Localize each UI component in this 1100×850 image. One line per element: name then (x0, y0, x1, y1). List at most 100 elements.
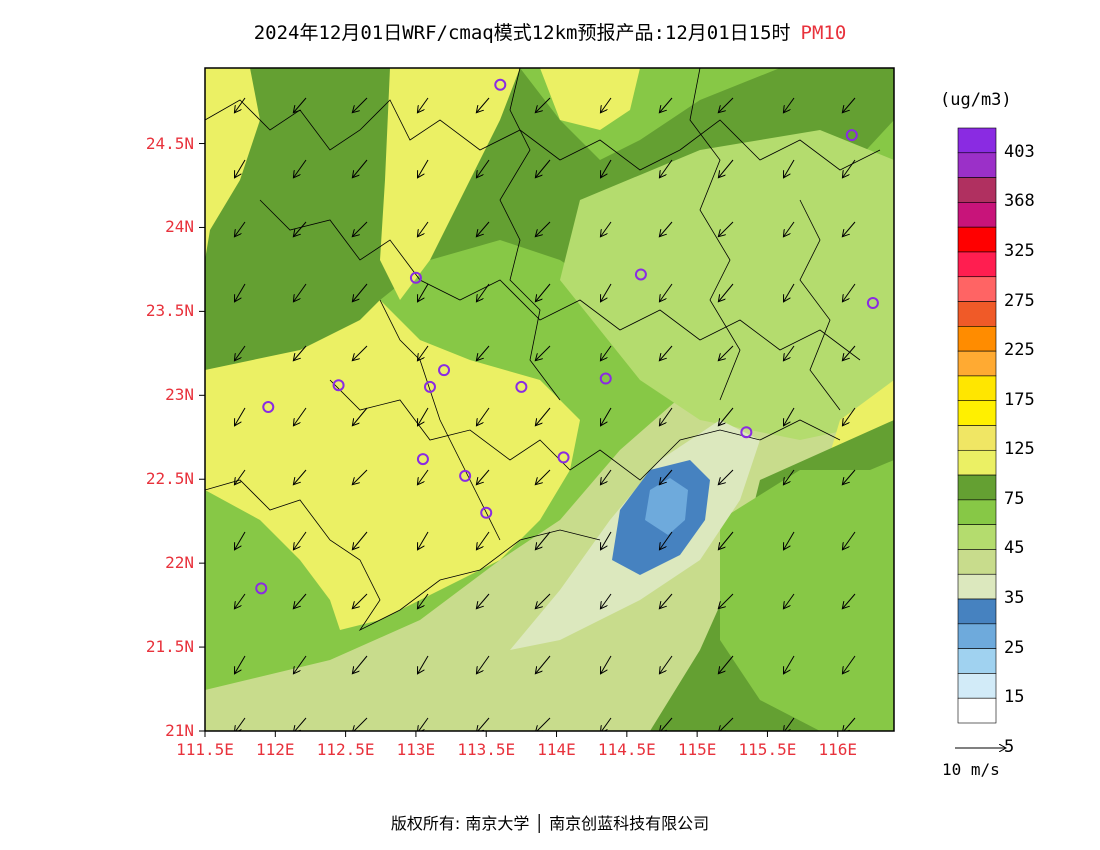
wind-arrow (843, 97, 856, 112)
wind-arrow (843, 221, 856, 236)
wind-arrow (477, 407, 490, 425)
wind-arrow (784, 655, 795, 673)
wind-arrow (477, 221, 490, 236)
lat-label: 23.5N (145, 301, 194, 321)
wind-arrow (235, 221, 246, 236)
legend-label: 175 (1004, 389, 1035, 410)
wind-arrow (477, 593, 490, 608)
wind-arrow (235, 407, 246, 425)
wind-arrow (235, 531, 246, 549)
legend-label: 275 (1004, 290, 1035, 311)
legend-swatch (957, 400, 997, 426)
wind-arrow (418, 283, 429, 301)
lat-label: 24.5N (145, 133, 194, 153)
lon-label: 111.5E (176, 740, 234, 759)
station-marker (438, 364, 451, 377)
station-marker (255, 582, 268, 595)
wind-arrow (843, 283, 856, 301)
station-marker (409, 271, 422, 284)
wind-arrow (784, 97, 795, 112)
wind-arrow (784, 283, 795, 301)
lon-label: 113E (396, 740, 436, 759)
wind-arrow (719, 283, 734, 301)
wind-arrow (418, 593, 429, 608)
wind-arrow (235, 469, 246, 484)
wind-arrow (477, 97, 490, 112)
legend-swatch (957, 449, 997, 476)
wind-arrow (601, 593, 612, 608)
lon-label: 115E (677, 740, 717, 759)
lat-label: 22.5N (145, 469, 194, 489)
legend-label: 5 (1004, 736, 1015, 757)
legend-label: 325 (1004, 240, 1035, 261)
wind-arrow (843, 531, 856, 549)
lon-label: 112.5E (316, 740, 375, 759)
field-blue-15 (645, 478, 688, 535)
wind-reference-label: 10 m/s (942, 760, 1000, 779)
wind-arrow (294, 345, 307, 360)
wind-arrow (418, 97, 429, 112)
station-marker (332, 379, 345, 392)
wind-arrow (660, 593, 673, 608)
wind-arrow (784, 531, 795, 549)
wind-arrow (843, 717, 856, 731)
boundary-line (799, 199, 841, 411)
wind-arrow (601, 345, 612, 360)
field-yellow-west (205, 68, 260, 260)
legend-swatch (957, 326, 997, 352)
field-yellow-center (380, 68, 520, 300)
wind-arrow (902, 718, 916, 732)
wind-arrow (784, 159, 795, 177)
copyright: 版权所有: 南京大学 │ 南京创蓝科技有限公司 (390, 814, 710, 833)
legend-unit: (ug/m3) (940, 90, 1012, 110)
lon-label: 116E (818, 740, 858, 759)
legend-swatch (957, 474, 997, 501)
wind-arrow (784, 717, 795, 731)
wind-arrow (784, 469, 795, 484)
wind-arrow (902, 222, 916, 236)
wind-arrow (477, 159, 490, 177)
legend-swatch (957, 573, 997, 600)
wind-arrow (902, 98, 916, 112)
wind-arrow (235, 717, 246, 731)
station-markers (255, 78, 879, 595)
lat-label: 21.5N (145, 637, 194, 657)
wind-arrow (719, 531, 734, 549)
wind-arrow (353, 97, 368, 112)
wind-arrow (660, 469, 673, 484)
wind-arrow (477, 655, 490, 673)
boundary-line (689, 68, 741, 401)
wind-arrow (418, 345, 429, 360)
station-marker (845, 129, 858, 142)
lon-label: 113.5E (457, 740, 516, 759)
map-title: 2024年12月01日WRF/cmaq模式12km预报产品:12月01日15时 P… (0, 18, 1100, 45)
wind-arrow (843, 345, 856, 360)
wind-arrow (601, 407, 612, 425)
wind-arrow (418, 159, 429, 177)
wind-arrow (843, 593, 856, 608)
wind-arrow (294, 221, 307, 236)
wind-arrow (536, 531, 551, 549)
station-marker (423, 380, 436, 393)
legend-swatch (957, 623, 997, 649)
wind-arrow (902, 160, 916, 177)
wind-arrow (294, 655, 307, 673)
wind-arrow (719, 655, 734, 673)
boundary-line (259, 199, 861, 361)
wind-arrow (660, 97, 673, 112)
wind-arrow (536, 717, 551, 731)
station-marker (599, 372, 612, 385)
wind-arrow (784, 221, 795, 236)
legend-swatch (957, 177, 997, 203)
station-marker (480, 506, 493, 519)
wind-arrow (601, 531, 612, 549)
wind-arrow (660, 159, 673, 177)
legend-swatch (957, 549, 997, 575)
legend-swatch (957, 673, 997, 699)
wind-arrow (353, 717, 368, 731)
wind-arrow (902, 346, 916, 360)
wind-arrow (719, 97, 734, 112)
station-marker (459, 469, 472, 482)
legend-swatch (957, 375, 997, 402)
boundary-line (205, 479, 601, 632)
